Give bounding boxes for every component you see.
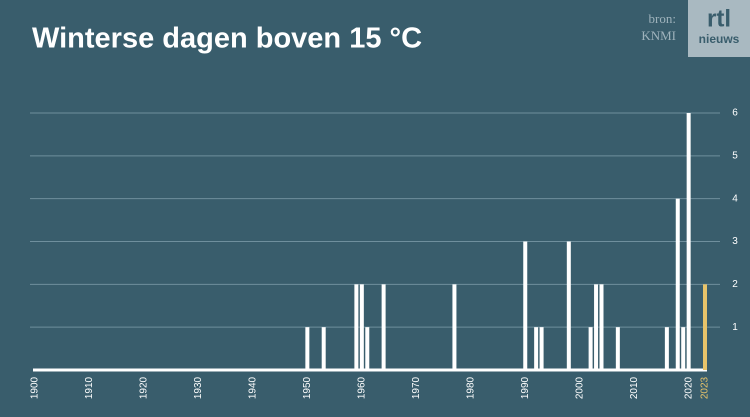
bar (675, 198, 680, 370)
bar (523, 241, 528, 370)
x-tick-label: 1930 (193, 376, 204, 399)
bar (686, 113, 691, 370)
y-tick-label: 5 (732, 150, 738, 161)
bar (359, 284, 364, 370)
bar (594, 284, 599, 370)
x-tick-label: 2010 (629, 376, 640, 399)
bar (588, 327, 593, 370)
x-tick-label: 1900 (30, 376, 41, 399)
bar (664, 327, 669, 370)
x-tick-label: 2023 (700, 376, 711, 399)
logo-box (688, 0, 750, 57)
bar (305, 327, 310, 370)
bar (381, 284, 386, 370)
x-tick-label: 2020 (683, 376, 694, 399)
bar (534, 327, 539, 370)
bar (321, 327, 326, 370)
bar (452, 284, 457, 370)
y-tick-label: 1 (732, 322, 738, 333)
logo-subtext: nieuws (699, 32, 740, 46)
x-tick-label: 1940 (248, 376, 259, 399)
x-tick-label: 1970 (411, 376, 422, 399)
bar (365, 327, 370, 370)
bar (703, 284, 707, 370)
x-tick-label: 1950 (302, 376, 313, 399)
source-label: bron: (649, 11, 676, 26)
bar (615, 327, 620, 370)
logo-text: rtl (707, 5, 731, 32)
bar (681, 327, 686, 370)
y-tick-label: 4 (732, 193, 738, 204)
x-tick-label: 1990 (520, 376, 531, 399)
x-tick-label: 2000 (574, 376, 585, 399)
x-tick-label: 1910 (84, 376, 95, 399)
y-tick-label: 3 (732, 236, 738, 247)
x-tick-label: 1960 (356, 376, 367, 399)
bar (539, 327, 544, 370)
x-tick-label: 1980 (465, 376, 476, 399)
y-tick-label: 6 (732, 108, 738, 119)
y-tick-label: 2 (732, 279, 738, 290)
bar (354, 284, 359, 370)
bar (566, 241, 571, 370)
source-name: KNMI (641, 28, 676, 43)
bar (599, 284, 604, 370)
chart-title: Winterse dagen boven 15 °C (32, 23, 422, 55)
x-tick-label: 1920 (139, 376, 150, 399)
